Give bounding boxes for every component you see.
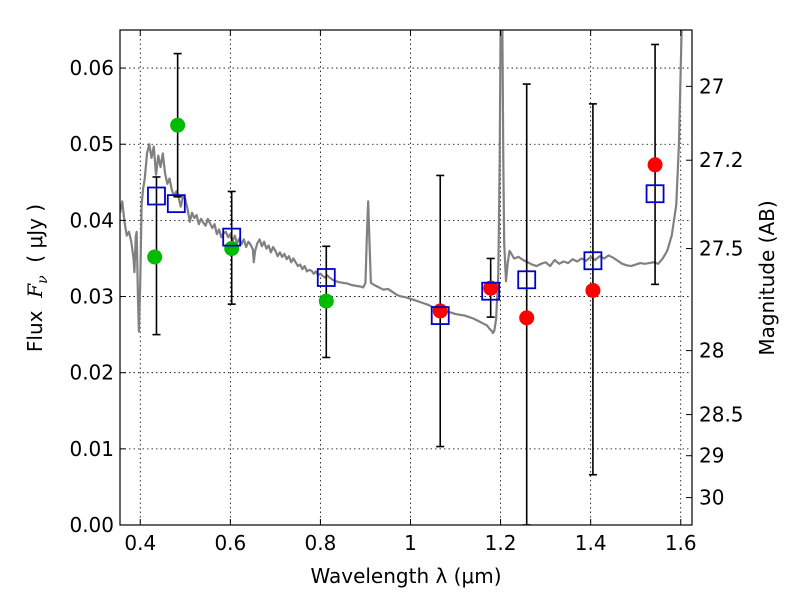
model-spectrum-line bbox=[120, 30, 683, 335]
right-axis-label: Magnitude (AB) bbox=[755, 200, 779, 355]
x-tick-label: 1.2 bbox=[485, 531, 517, 555]
y-tick-label: 0.02 bbox=[69, 361, 114, 385]
mag-tick-label: 27.5 bbox=[699, 237, 744, 261]
y-tick-label: 0.00 bbox=[69, 513, 114, 537]
y-tick-label: 0.01 bbox=[69, 437, 114, 461]
model-photometry-square bbox=[517, 270, 537, 290]
grid bbox=[120, 30, 692, 526]
mag-tick-label: 28.5 bbox=[699, 403, 744, 427]
model-photometry-square bbox=[430, 306, 450, 325]
x-axis-label: Wavelength λ (μm) bbox=[310, 564, 501, 588]
red-observed-point bbox=[647, 157, 663, 173]
model-photometry-square bbox=[481, 281, 501, 301]
red-observed-point bbox=[483, 280, 499, 296]
plot-frame bbox=[119, 29, 693, 526]
x-tick-label: 1 bbox=[404, 531, 417, 555]
x-tick-label: 1.4 bbox=[575, 531, 607, 555]
red-observed-point bbox=[585, 282, 601, 298]
green-observed-point bbox=[224, 241, 240, 257]
green-observed-point bbox=[147, 249, 163, 265]
x-tick-label: 0.8 bbox=[305, 531, 337, 555]
model-photometry-square bbox=[645, 184, 665, 204]
clipped-series bbox=[120, 30, 683, 525]
model-photometry-square bbox=[583, 251, 603, 271]
model-photometry-square bbox=[222, 227, 242, 247]
ticks: 0.4 0.6 0.8 1 1.2 1.4 1.6 0.00 0.01 0.02 0.03 0.04 0… bbox=[69, 30, 744, 555]
data-layer bbox=[120, 30, 683, 525]
mag-tick-label: 30 bbox=[699, 486, 724, 510]
model-photometry-square bbox=[316, 268, 336, 287]
green-observed-point bbox=[170, 117, 186, 133]
mag-tick-label: 27 bbox=[699, 74, 724, 98]
red-observed-point bbox=[432, 303, 448, 319]
green-observed-point bbox=[318, 293, 334, 309]
x-tick-label: 1.6 bbox=[665, 531, 697, 555]
y-tick-label: 0.04 bbox=[69, 208, 114, 232]
y-axis-label-suffix: ( μJy ) bbox=[23, 204, 47, 276]
errorbar bbox=[522, 83, 531, 525]
y-axis-label-subscript: ν bbox=[35, 275, 51, 284]
y-axis-label-prefix: Flux bbox=[23, 298, 47, 352]
model-photometry-square bbox=[147, 186, 166, 206]
red-observed-point bbox=[519, 310, 535, 326]
y-tick-label: 0.05 bbox=[69, 132, 114, 156]
mag-tick-label: 29 bbox=[699, 444, 724, 468]
model-photometry-square bbox=[166, 194, 186, 214]
mag-tick-label: 27.2 bbox=[699, 148, 744, 172]
mag-tick-label: 28 bbox=[699, 339, 724, 363]
x-tick-label: 0.4 bbox=[124, 531, 156, 555]
y-tick-label: 0.06 bbox=[69, 56, 114, 80]
y-tick-label: 0.03 bbox=[69, 285, 114, 309]
y-axis-label: Flux Fν ( μJy ) bbox=[23, 204, 51, 352]
y-axis-label-symbol: F bbox=[23, 283, 47, 299]
x-tick-label: 0.6 bbox=[214, 531, 246, 555]
